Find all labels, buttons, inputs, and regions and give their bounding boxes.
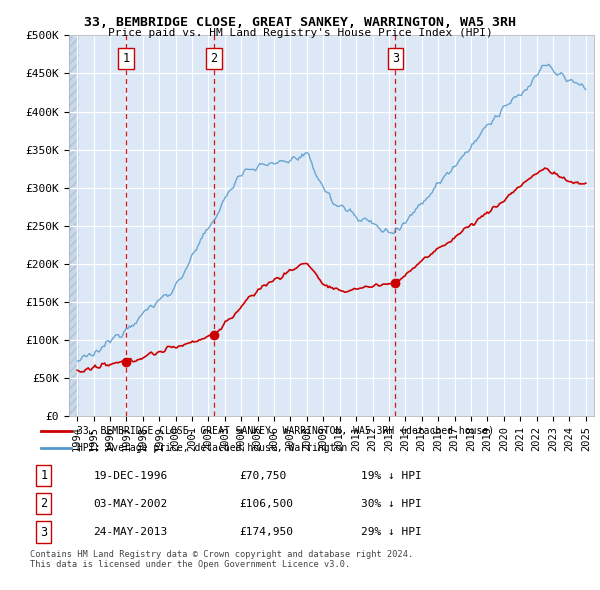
- Text: 24-MAY-2013: 24-MAY-2013: [94, 527, 168, 537]
- Text: 30% ↓ HPI: 30% ↓ HPI: [361, 499, 422, 509]
- Text: 03-MAY-2002: 03-MAY-2002: [94, 499, 168, 509]
- Text: £106,500: £106,500: [240, 499, 294, 509]
- Text: £174,950: £174,950: [240, 527, 294, 537]
- Text: £70,750: £70,750: [240, 471, 287, 481]
- Text: 33, BEMBRIDGE CLOSE, GREAT SANKEY, WARRINGTON, WA5 3RH: 33, BEMBRIDGE CLOSE, GREAT SANKEY, WARRI…: [84, 16, 516, 29]
- Text: Price paid vs. HM Land Registry's House Price Index (HPI): Price paid vs. HM Land Registry's House …: [107, 28, 493, 38]
- Text: 3: 3: [392, 52, 399, 65]
- Text: HPI: Average price, detached house, Warrington: HPI: Average price, detached house, Warr…: [77, 444, 347, 453]
- Text: 33, BEMBRIDGE CLOSE, GREAT SANKEY, WARRINGTON, WA5 3RH (detached house): 33, BEMBRIDGE CLOSE, GREAT SANKEY, WARRI…: [77, 426, 494, 435]
- Text: 3: 3: [40, 526, 47, 539]
- Text: 19% ↓ HPI: 19% ↓ HPI: [361, 471, 422, 481]
- Text: 1: 1: [122, 52, 130, 65]
- Text: 19-DEC-1996: 19-DEC-1996: [94, 471, 168, 481]
- Text: 2: 2: [211, 52, 218, 65]
- Text: 1: 1: [40, 469, 47, 482]
- Text: 2: 2: [40, 497, 47, 510]
- Bar: [69, 35, 79, 416]
- Text: 29% ↓ HPI: 29% ↓ HPI: [361, 527, 422, 537]
- Text: Contains HM Land Registry data © Crown copyright and database right 2024.
This d: Contains HM Land Registry data © Crown c…: [30, 550, 413, 569]
